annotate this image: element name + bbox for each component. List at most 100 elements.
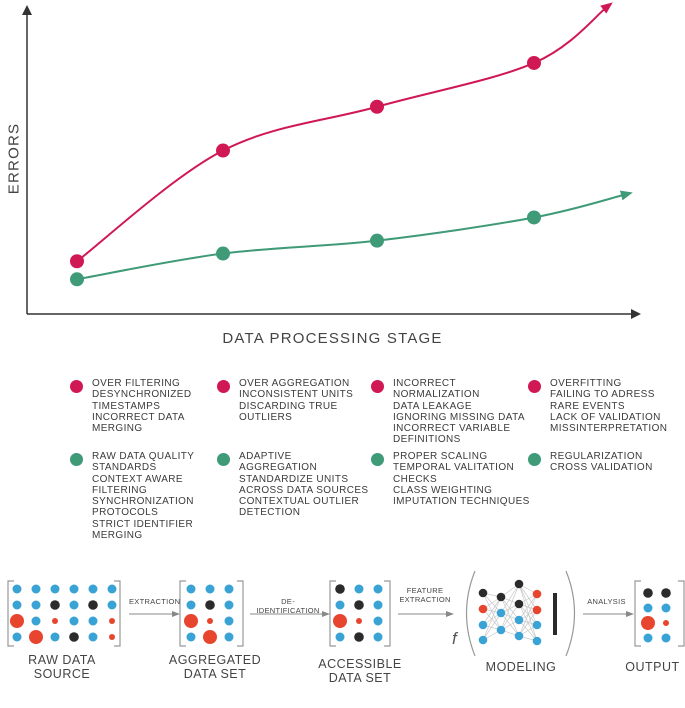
arrow-label-3: FEATURE EXTRACTION: [399, 586, 451, 604]
green-legend-text-1: RAW DATA QUALITY STANDARDS CONTEXT AWARE FI…: [92, 451, 194, 541]
out-dark-dot: [643, 588, 653, 598]
raw-dark-dot: [50, 600, 60, 610]
raw-blue-dot: [69, 600, 79, 610]
out-dark-dot: [661, 588, 671, 598]
error-chart: [22, 2, 641, 319]
red-series-line: [76, 2, 613, 263]
stage-label-2: AGGREGATED DATA SET: [168, 653, 262, 681]
network-edge: [518, 583, 538, 611]
network-edge: [518, 593, 538, 637]
raw-dark-dot: [69, 632, 79, 642]
function-symbol: f: [452, 629, 459, 648]
x-axis-title: DATA PROCESSING STAGE: [222, 330, 443, 347]
legend-line: MERGING: [92, 530, 143, 542]
legend-line: IGNORING MISSING DATA: [393, 411, 525, 423]
legend-line: ACROSS DATA SOURCES: [239, 484, 369, 496]
out-red-dot: [641, 616, 655, 630]
acc-dark-dot: [354, 632, 364, 642]
agg-blue-dot: [205, 584, 215, 594]
raw-blue-dot: [69, 616, 79, 626]
raw-data-bracket: [7, 580, 121, 647]
raw-blue-dot: [12, 632, 22, 642]
raw-blue-dot: [107, 584, 117, 594]
legend-line: CROSS VALIDATION: [550, 462, 653, 474]
acc-blue-dot: [373, 632, 383, 642]
red-point-1: [70, 254, 84, 269]
network-node: [514, 579, 524, 589]
arrow-label-2: DE-IDENTIFICATION: [256, 597, 320, 615]
network-node: [514, 615, 524, 625]
raw-red-dot: [109, 618, 115, 624]
raw-blue-dot: [31, 600, 41, 610]
network-edge: [518, 583, 538, 642]
raw-blue-dot: [88, 632, 98, 642]
raw-blue-dot: [31, 584, 41, 594]
green-legend-dot-2: [217, 453, 230, 466]
network-edge: [500, 583, 520, 614]
legend-line: CLASS WEIGHTING: [393, 484, 493, 496]
legend-line: OVER AGGREGATION: [239, 378, 350, 389]
out-blue-dot: [643, 633, 653, 643]
legend-line: AGGREGATION: [239, 462, 318, 474]
legend-line: OUTLIERS: [239, 411, 293, 423]
green-point-4: [527, 210, 541, 225]
acc-blue-dot: [373, 600, 383, 610]
raw-blue-dot: [69, 584, 79, 594]
network-edge: [500, 583, 520, 631]
y-axis-title: ERRORS: [5, 122, 23, 195]
legend-line: FAILING TO ADRESS: [550, 389, 655, 401]
green-series-line: [76, 190, 633, 281]
red-point-3: [370, 99, 384, 114]
acc-blue-dot: [335, 600, 345, 610]
acc-blue-dot: [335, 632, 345, 642]
agg-dark-dot: [205, 600, 215, 610]
acc-dark-dot: [354, 600, 364, 610]
legend-line: DETECTION: [239, 507, 301, 519]
network-node: [478, 620, 488, 630]
network-edge: [482, 608, 502, 631]
legend-line: RARE EVENTS: [550, 400, 625, 412]
red-legend-text-1: OVER FILTERING DESYNCHRONIZED TIMESTAMPS IN…: [92, 378, 192, 434]
green-point-2: [216, 246, 230, 261]
agg-blue-dot: [224, 616, 234, 626]
agg-red-dot: [207, 618, 213, 624]
green-legend-dot-3: [371, 453, 384, 466]
network-edge: [518, 583, 538, 626]
out-blue-dot: [661, 633, 671, 643]
modeling-bracket: [465, 570, 576, 657]
legend-line: RAW DATA QUALITY: [92, 451, 195, 462]
legend-line: DISCARDING TRUE: [239, 400, 338, 412]
output-layer-bar: [553, 593, 557, 635]
pipeline-diagram: f: [7, 570, 685, 657]
legend-line: OVER FILTERING: [92, 378, 181, 389]
network-node: [514, 631, 524, 641]
network-node: [478, 604, 488, 614]
green-legend-dot-4: [528, 453, 541, 466]
network-edge: [500, 603, 520, 631]
legend-line: CONTEXTUAL OUTLIER: [239, 496, 360, 508]
red-point-2: [216, 143, 230, 158]
acc-blue-dot: [373, 584, 383, 594]
red-legend-dot-4: [528, 380, 541, 393]
legend-line: DESYNCHRONIZED: [92, 389, 192, 401]
raw-red-dot: [10, 614, 24, 628]
network-edge: [482, 612, 502, 641]
agg-blue-dot: [224, 632, 234, 642]
raw-blue-dot: [88, 616, 98, 626]
green-legend-dot-1: [70, 453, 83, 466]
network-node: [532, 636, 542, 646]
acc-red-dot: [333, 614, 347, 628]
legend-line: DATA LEAKAGE: [393, 400, 472, 412]
out-red-dot: [663, 620, 669, 626]
network-node: [532, 589, 542, 599]
network-edge: [482, 596, 502, 626]
network-edge: [518, 593, 538, 621]
legend-line: CONTEXT AWARE: [92, 473, 183, 485]
green-point-1: [70, 272, 84, 287]
red-legend-text-4: OVERFITTING FAILING TO ADRESS RARE EVENTS L…: [550, 378, 667, 434]
legend-line: CHECKS: [393, 473, 438, 485]
green-legend-text-4: REGULARIZATION CROSS VALIDATION: [550, 451, 653, 474]
network-node: [496, 625, 506, 635]
network-edge: [482, 596, 502, 641]
raw-blue-dot: [50, 632, 60, 642]
